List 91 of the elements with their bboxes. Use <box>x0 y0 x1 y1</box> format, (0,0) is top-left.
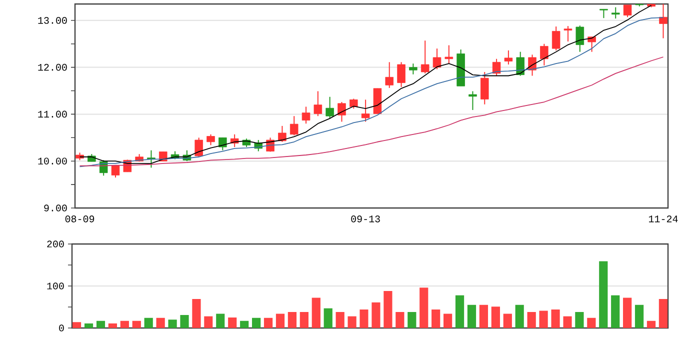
bar <box>228 318 237 328</box>
bar <box>300 312 308 328</box>
bar <box>348 316 356 328</box>
bar <box>252 318 261 328</box>
bar <box>372 302 380 328</box>
candlestick <box>576 25 584 52</box>
y-tick-label: 11.00 <box>38 110 67 118</box>
candlestick <box>516 51 524 76</box>
bar <box>204 316 213 328</box>
y-tick-label: 100 <box>47 282 64 290</box>
bar <box>120 320 129 328</box>
candlestick <box>564 26 572 42</box>
bar <box>144 318 153 328</box>
bar <box>360 310 368 328</box>
bar <box>467 304 476 328</box>
y-tick-label: 0 <box>59 324 64 332</box>
bar <box>432 310 440 328</box>
bar <box>575 312 584 328</box>
candlestick <box>659 4 668 39</box>
bar <box>264 318 273 328</box>
bar <box>634 304 644 328</box>
bar <box>623 298 632 328</box>
candlestick <box>361 99 370 122</box>
bar <box>168 320 177 328</box>
candlestick <box>432 48 442 70</box>
y-tick-label: 9.00 <box>44 204 67 212</box>
bar <box>240 320 249 328</box>
candlestick <box>218 137 227 151</box>
bar <box>84 323 94 328</box>
x-tick-label: 08-09 <box>65 216 94 222</box>
bar <box>587 318 596 328</box>
candlestick <box>540 43 548 66</box>
candlestick <box>385 62 394 88</box>
bar <box>408 312 416 328</box>
bar <box>551 310 560 328</box>
bar <box>96 320 106 328</box>
x-tick-label: 09-13 <box>351 216 380 222</box>
bar <box>324 308 332 328</box>
bar <box>515 304 524 328</box>
candlestick <box>290 116 298 136</box>
bar <box>156 318 165 328</box>
bar <box>658 299 668 328</box>
bar <box>443 314 452 328</box>
y-tick-label: 12.00 <box>38 64 67 71</box>
candlestick <box>194 137 203 158</box>
bar <box>479 304 488 328</box>
bar <box>539 310 548 328</box>
candlestick <box>409 63 418 75</box>
bar <box>491 306 500 328</box>
bar <box>646 320 656 328</box>
candlestick <box>278 125 286 142</box>
bar <box>72 322 82 328</box>
bar <box>336 312 344 328</box>
y-tick-label: 13.00 <box>38 17 67 24</box>
candlestick <box>302 106 310 124</box>
y-tick-label: 10.00 <box>38 158 67 164</box>
bar <box>384 291 392 328</box>
candlestick <box>492 58 501 76</box>
bar <box>312 298 320 328</box>
candlestick <box>350 98 358 110</box>
candlestick <box>623 4 632 18</box>
candlestick <box>611 6 620 20</box>
candlestick <box>420 40 430 74</box>
candlestick <box>326 96 334 119</box>
bar <box>132 320 141 328</box>
candlestick <box>552 26 560 51</box>
candlestick <box>314 90 322 117</box>
bar <box>180 314 189 328</box>
bar <box>216 314 225 328</box>
candlestick <box>206 134 215 146</box>
bar <box>455 295 464 328</box>
bar <box>599 261 608 328</box>
candlestick <box>338 102 346 122</box>
candlestick <box>504 50 513 65</box>
bar <box>288 312 297 328</box>
y-tick-label: 200 <box>47 240 64 248</box>
bar <box>192 299 201 328</box>
candlestick <box>444 44 454 64</box>
bar <box>563 316 572 328</box>
bar <box>276 314 285 328</box>
bar <box>420 288 428 328</box>
bar <box>611 295 620 328</box>
bar <box>503 314 512 328</box>
candlestick <box>397 62 406 88</box>
candlestick <box>480 72 489 105</box>
bar <box>108 323 118 328</box>
x-tick-label: 11-24 <box>648 216 678 222</box>
bar <box>527 312 536 328</box>
candlestick <box>111 164 120 178</box>
candlestick <box>468 90 477 110</box>
bar <box>396 312 404 328</box>
